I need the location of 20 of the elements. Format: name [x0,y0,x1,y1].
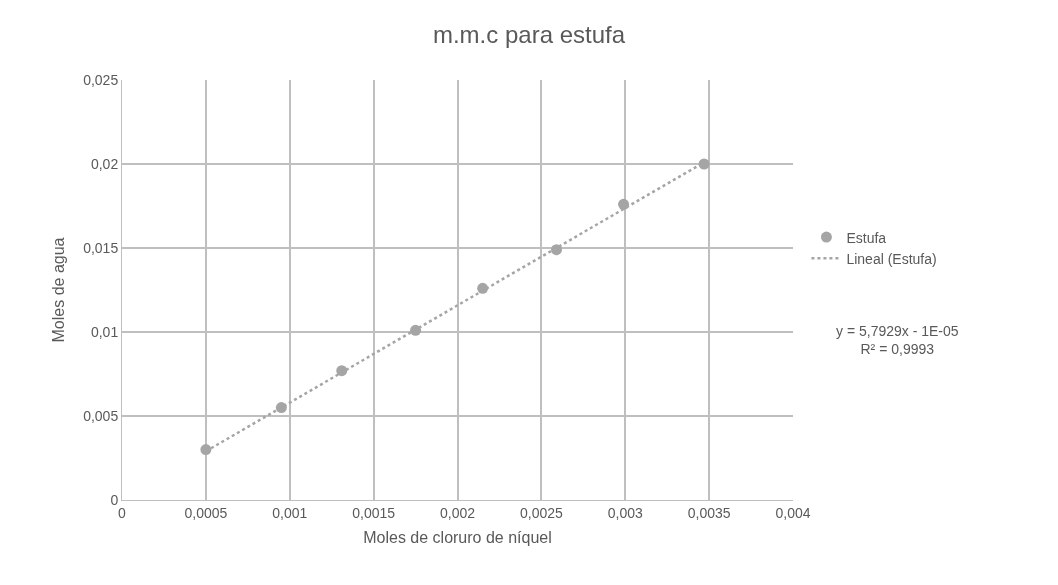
y-tick-label: 0 [110,491,119,508]
y-axis-title: Moles de agua [50,237,68,343]
x-tick-label: 0,001 [272,504,308,521]
x-tick-label: 0,004 [775,504,811,521]
x-tick-label: 0,002 [439,504,476,521]
legend-label: Estufa [846,229,887,246]
x-axis-title: Moles de cloruro de níquel [363,529,552,547]
x-tick-label: 0,003 [607,504,643,521]
chart-title: m.m.c para estufa [432,21,626,49]
text: y = 5,7929x - 1E-05 R² = 0,9993 [836,323,959,358]
y-tick-label: 0,02 [90,155,119,172]
x-tick-label: 0,0025 [519,504,563,521]
y-tick-label: 0,005 [83,407,119,424]
x-tick-label: 0,0035 [687,504,731,521]
y-tick-label: 0,025 [83,71,119,88]
y-tick-label: 0,01 [90,323,119,340]
legend-label: Lineal (Estufa) [846,250,937,267]
x-tick-label: 0,0005 [184,504,228,521]
x-tick-label: 0,0015 [352,504,396,521]
y-tick-label: 0,015 [83,239,119,256]
